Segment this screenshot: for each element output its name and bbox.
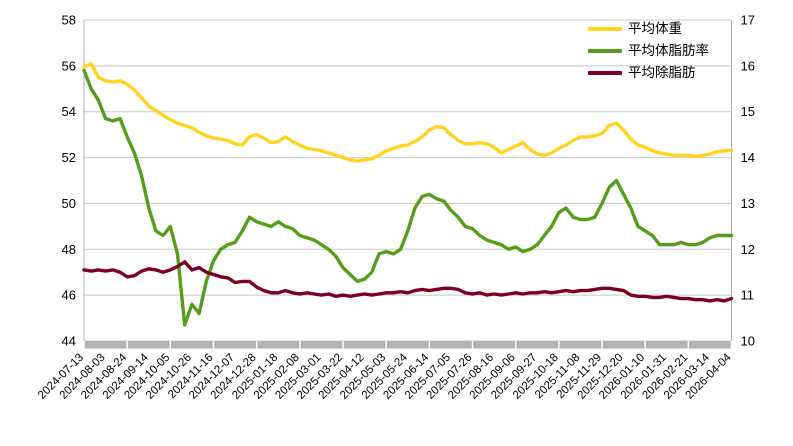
legend-swatch-avg-lean-mass	[588, 71, 622, 75]
left-axis-tick-label: 46	[62, 288, 76, 303]
x-axis-tick-gap	[342, 341, 344, 349]
x-axis-tick-gap	[730, 341, 733, 349]
series-line-avg-weight	[82, 61, 734, 163]
left-axis-tick-label: 56	[62, 58, 76, 73]
x-axis-tick-gap	[255, 341, 258, 349]
left-axis-tick-label: 58	[62, 13, 76, 28]
x-axis-tick-gap	[126, 341, 128, 349]
x-axis-tick-gap	[299, 341, 301, 349]
x-axis-tick-gap	[428, 341, 431, 349]
x-axis-tick-gap	[514, 341, 517, 349]
series-line-avg-body-fat-rate	[82, 68, 734, 327]
right-axis-tick-label: 13	[741, 196, 755, 211]
x-axis-tick-gap	[687, 341, 690, 349]
x-axis-tick-gap	[644, 341, 646, 349]
left-axis-tick-label: 52	[62, 150, 76, 165]
x-axis-tick-gap	[212, 341, 215, 349]
x-axis-tick-gap	[169, 341, 172, 349]
right-axis-tick-label: 16	[741, 58, 755, 73]
left-axis-tick-label: 44	[62, 334, 76, 349]
legend-swatch-avg-weight	[588, 27, 622, 31]
chart-legend: 平均体重 平均体脂肪率 平均除脂肪	[588, 22, 709, 80]
right-axis-tick-label: 17	[741, 13, 755, 28]
legend-label-avg-lean-mass: 平均除脂肪	[628, 65, 696, 80]
x-axis-tick-gap	[601, 341, 603, 349]
right-axis-tick-label: 10	[741, 334, 755, 349]
right-axis-tick-label: 12	[741, 242, 755, 257]
x-axis-band	[84, 341, 732, 349]
legend-item-avg-lean-mass: 平均除脂肪	[588, 66, 709, 80]
right-axis-tick-label: 15	[741, 104, 755, 119]
legend-label-avg-weight: 平均体重	[628, 21, 682, 36]
left-axis-tick-label: 54	[62, 104, 76, 119]
left-axis-tick-label: 50	[62, 196, 76, 211]
right-axis-tick-label: 14	[741, 150, 755, 165]
legend-label-avg-body-fat-rate: 平均体脂肪率	[628, 43, 709, 58]
legend-swatch-avg-body-fat-rate	[588, 49, 622, 53]
x-axis-tick-gap	[385, 341, 387, 349]
x-axis-tick-gap	[83, 341, 85, 349]
x-axis-tick-gap	[558, 341, 560, 349]
legend-item-avg-body-fat-rate: 平均体脂肪率	[588, 44, 709, 58]
legend-item-avg-weight: 平均体重	[588, 22, 709, 36]
left-axis-tick-label: 48	[62, 242, 76, 257]
series-line-avg-lean-mass	[82, 260, 734, 303]
right-axis-tick-label: 11	[741, 288, 755, 303]
x-axis-tick-gap	[471, 341, 474, 349]
